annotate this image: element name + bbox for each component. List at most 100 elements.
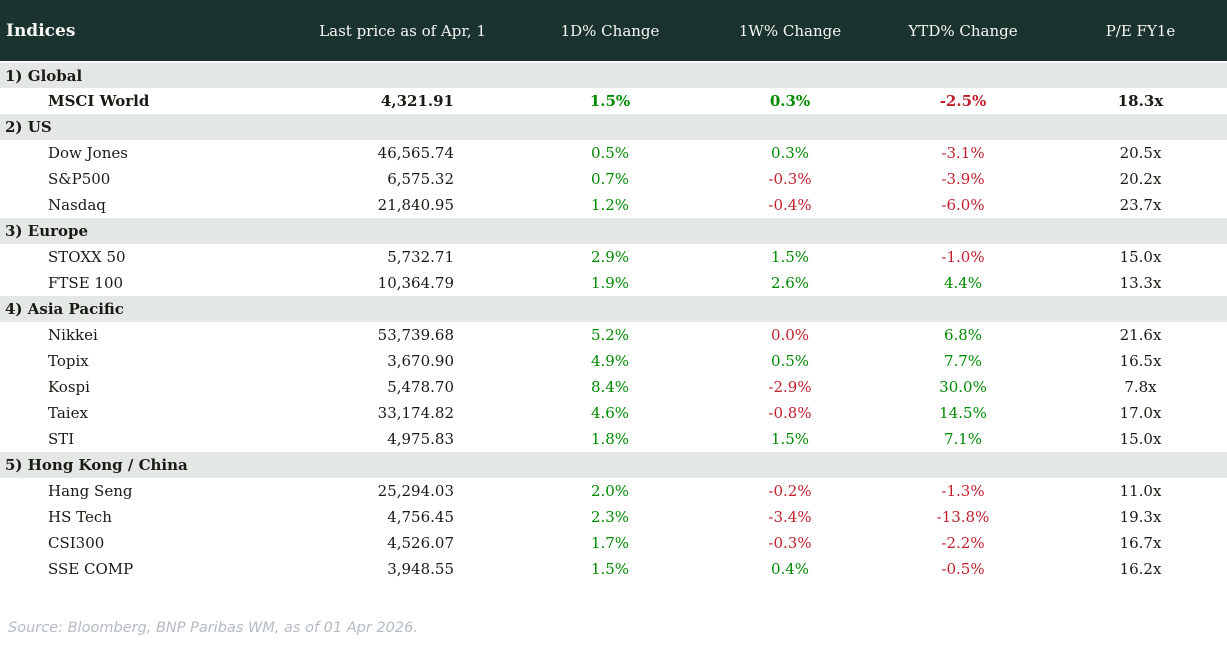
1d-change-cell: 4.9% [590, 352, 630, 370]
column-header-last-price: Last price as of Apr, 1 [230, 0, 490, 63]
1w-change-cell: 0.5% [770, 352, 810, 370]
1d-change-cell: 1.7% [590, 534, 630, 552]
last-price-cell: 5,732.71 [387, 248, 454, 266]
1w-change-cell: -3.4% [768, 508, 812, 526]
ytd-change-cell: -3.9% [941, 170, 985, 188]
1w-change-cell: 1.5% [770, 248, 810, 266]
ytd-change-cell: -2.2% [941, 534, 985, 552]
pe-cell: 23.7x [1119, 196, 1162, 214]
section-row: 2) US [0, 114, 1227, 140]
last-price-cell: 10,364.79 [377, 274, 454, 292]
pe-cell: 16.5x [1119, 352, 1162, 370]
column-header-1w-change: 1W% Change [730, 0, 850, 63]
1d-change-cell: 2.9% [590, 248, 630, 266]
1w-change-cell: -0.4% [768, 196, 812, 214]
index-row: HS Tech 4,756.45 2.3% -3.4% -13.8% 19.3x [0, 504, 1227, 530]
1w-change-cell: 0.3% [769, 92, 811, 110]
last-price-cell: 6,575.32 [387, 170, 454, 188]
1d-change-cell: 8.4% [590, 378, 630, 396]
ytd-change-cell: 4.4% [943, 274, 983, 292]
1d-change-cell: 2.3% [590, 508, 630, 526]
last-price-cell: 5,478.70 [387, 378, 454, 396]
ytd-change-cell: 30.0% [939, 378, 987, 396]
index-row: SSE COMP 3,948.55 1.5% 0.4% -0.5% 16.2x [0, 556, 1227, 582]
pe-cell: 16.2x [1119, 560, 1162, 578]
1d-change-cell: 1.9% [590, 274, 630, 292]
index-name-cell: Dow Jones [48, 144, 128, 162]
section-label: 3) Europe [5, 222, 89, 240]
pe-cell: 17.0x [1119, 404, 1162, 422]
index-row: Dow Jones 46,565.74 0.5% 0.3% -3.1% 20.5x [0, 140, 1227, 166]
ytd-change-cell: 7.7% [943, 352, 983, 370]
1w-change-cell: -0.8% [768, 404, 812, 422]
1w-change-cell: -0.2% [768, 482, 812, 500]
index-name-cell: STI [48, 430, 75, 448]
1w-change-cell: 1.5% [770, 430, 810, 448]
index-name-cell: Nasdaq [48, 196, 106, 214]
ytd-change-cell: -2.5% [939, 92, 987, 110]
1w-change-cell: 0.3% [770, 144, 810, 162]
pe-cell: 21.6x [1119, 326, 1162, 344]
index-row: Nikkei 53,739.68 5.2% 0.0% 6.8% 21.6x [0, 322, 1227, 348]
index-row: STOXX 50 5,732.71 2.9% 1.5% -1.0% 15.0x [0, 244, 1227, 270]
section-label: 4) Asia Pacific [5, 300, 124, 318]
1d-change-cell: 1.5% [589, 92, 631, 110]
index-row: MSCI World 4,321.91 1.5% 0.3% -2.5% 18.3x [0, 88, 1227, 114]
1w-change-cell: -0.3% [768, 534, 812, 552]
pe-cell: 18.3x [1117, 92, 1164, 110]
ytd-change-cell: -1.3% [941, 482, 985, 500]
ytd-change-cell: -3.1% [941, 144, 985, 162]
pe-cell: 20.5x [1119, 144, 1162, 162]
pe-cell: 19.3x [1119, 508, 1162, 526]
index-name-cell: Kospi [48, 378, 90, 396]
index-row: Taiex 33,174.82 4.6% -0.8% 14.5% 17.0x [0, 400, 1227, 426]
section-label: 2) US [5, 118, 52, 136]
index-row: Nasdaq 21,840.95 1.2% -0.4% -6.0% 23.7x [0, 192, 1227, 218]
pe-cell: 7.8x [1124, 378, 1157, 396]
1d-change-cell: 0.5% [590, 144, 630, 162]
table-header: Indices Last price as of Apr, 1 1D% Chan… [0, 0, 1227, 63]
pe-cell: 15.0x [1119, 430, 1162, 448]
index-name-cell: STOXX 50 [48, 248, 126, 266]
last-price-cell: 4,321.91 [380, 92, 454, 110]
index-row: Hang Seng 25,294.03 2.0% -0.2% -1.3% 11.0x [0, 478, 1227, 504]
section-row: 5) Hong Kong / China [0, 452, 1227, 478]
index-row: STI 4,975.83 1.8% 1.5% 7.1% 15.0x [0, 426, 1227, 452]
section-row: 1) Global [0, 62, 1227, 88]
ytd-change-cell: -1.0% [941, 248, 985, 266]
table-body: 1) Global MSCI World 4,321.91 1.5% 0.3% -2.5%… [0, 62, 1227, 582]
index-row: FTSE 100 10,364.79 1.9% 2.6% 4.4% 13.3x [0, 270, 1227, 296]
ytd-change-cell: -6.0% [941, 196, 985, 214]
section-row: 3) Europe [0, 218, 1227, 244]
ytd-change-cell: -0.5% [941, 560, 985, 578]
last-price-cell: 25,294.03 [377, 482, 454, 500]
index-name-cell: Hang Seng [48, 482, 133, 500]
1d-change-cell: 4.6% [590, 404, 630, 422]
section-label: 5) Hong Kong / China [5, 456, 188, 474]
1w-change-cell: 0.0% [770, 326, 810, 344]
ytd-change-cell: 14.5% [939, 404, 987, 422]
index-row: S&P500 6,575.32 0.7% -0.3% -3.9% 20.2x [0, 166, 1227, 192]
last-price-cell: 4,756.45 [387, 508, 454, 526]
1d-change-cell: 5.2% [590, 326, 630, 344]
index-name-cell: HS Tech [48, 508, 112, 526]
index-name-cell: S&P500 [48, 170, 111, 188]
1d-change-cell: 1.5% [590, 560, 630, 578]
index-name-cell: MSCI World [48, 92, 150, 110]
1w-change-cell: 2.6% [770, 274, 810, 292]
1d-change-cell: 2.0% [590, 482, 630, 500]
1w-change-cell: -2.9% [768, 378, 812, 396]
column-header-1d-change: 1D% Change [490, 0, 730, 63]
pe-cell: 13.3x [1119, 274, 1162, 292]
index-row: Kospi 5,478.70 8.4% -2.9% 30.0% 7.8x [0, 374, 1227, 400]
section-row: 4) Asia Pacific [0, 296, 1227, 322]
ytd-change-cell: 6.8% [943, 326, 983, 344]
index-name-cell: FTSE 100 [48, 274, 124, 292]
index-row: Topix 3,670.90 4.9% 0.5% 7.7% 16.5x [0, 348, 1227, 374]
pe-cell: 16.7x [1119, 534, 1162, 552]
column-header-ytd-change: YTD% Change [850, 0, 1076, 63]
1d-change-cell: 1.2% [590, 196, 630, 214]
pe-cell: 20.2x [1119, 170, 1162, 188]
source-note: Source: Bloomberg, BNP Paribas WM, as of… [8, 620, 418, 636]
last-price-cell: 33,174.82 [377, 404, 454, 422]
